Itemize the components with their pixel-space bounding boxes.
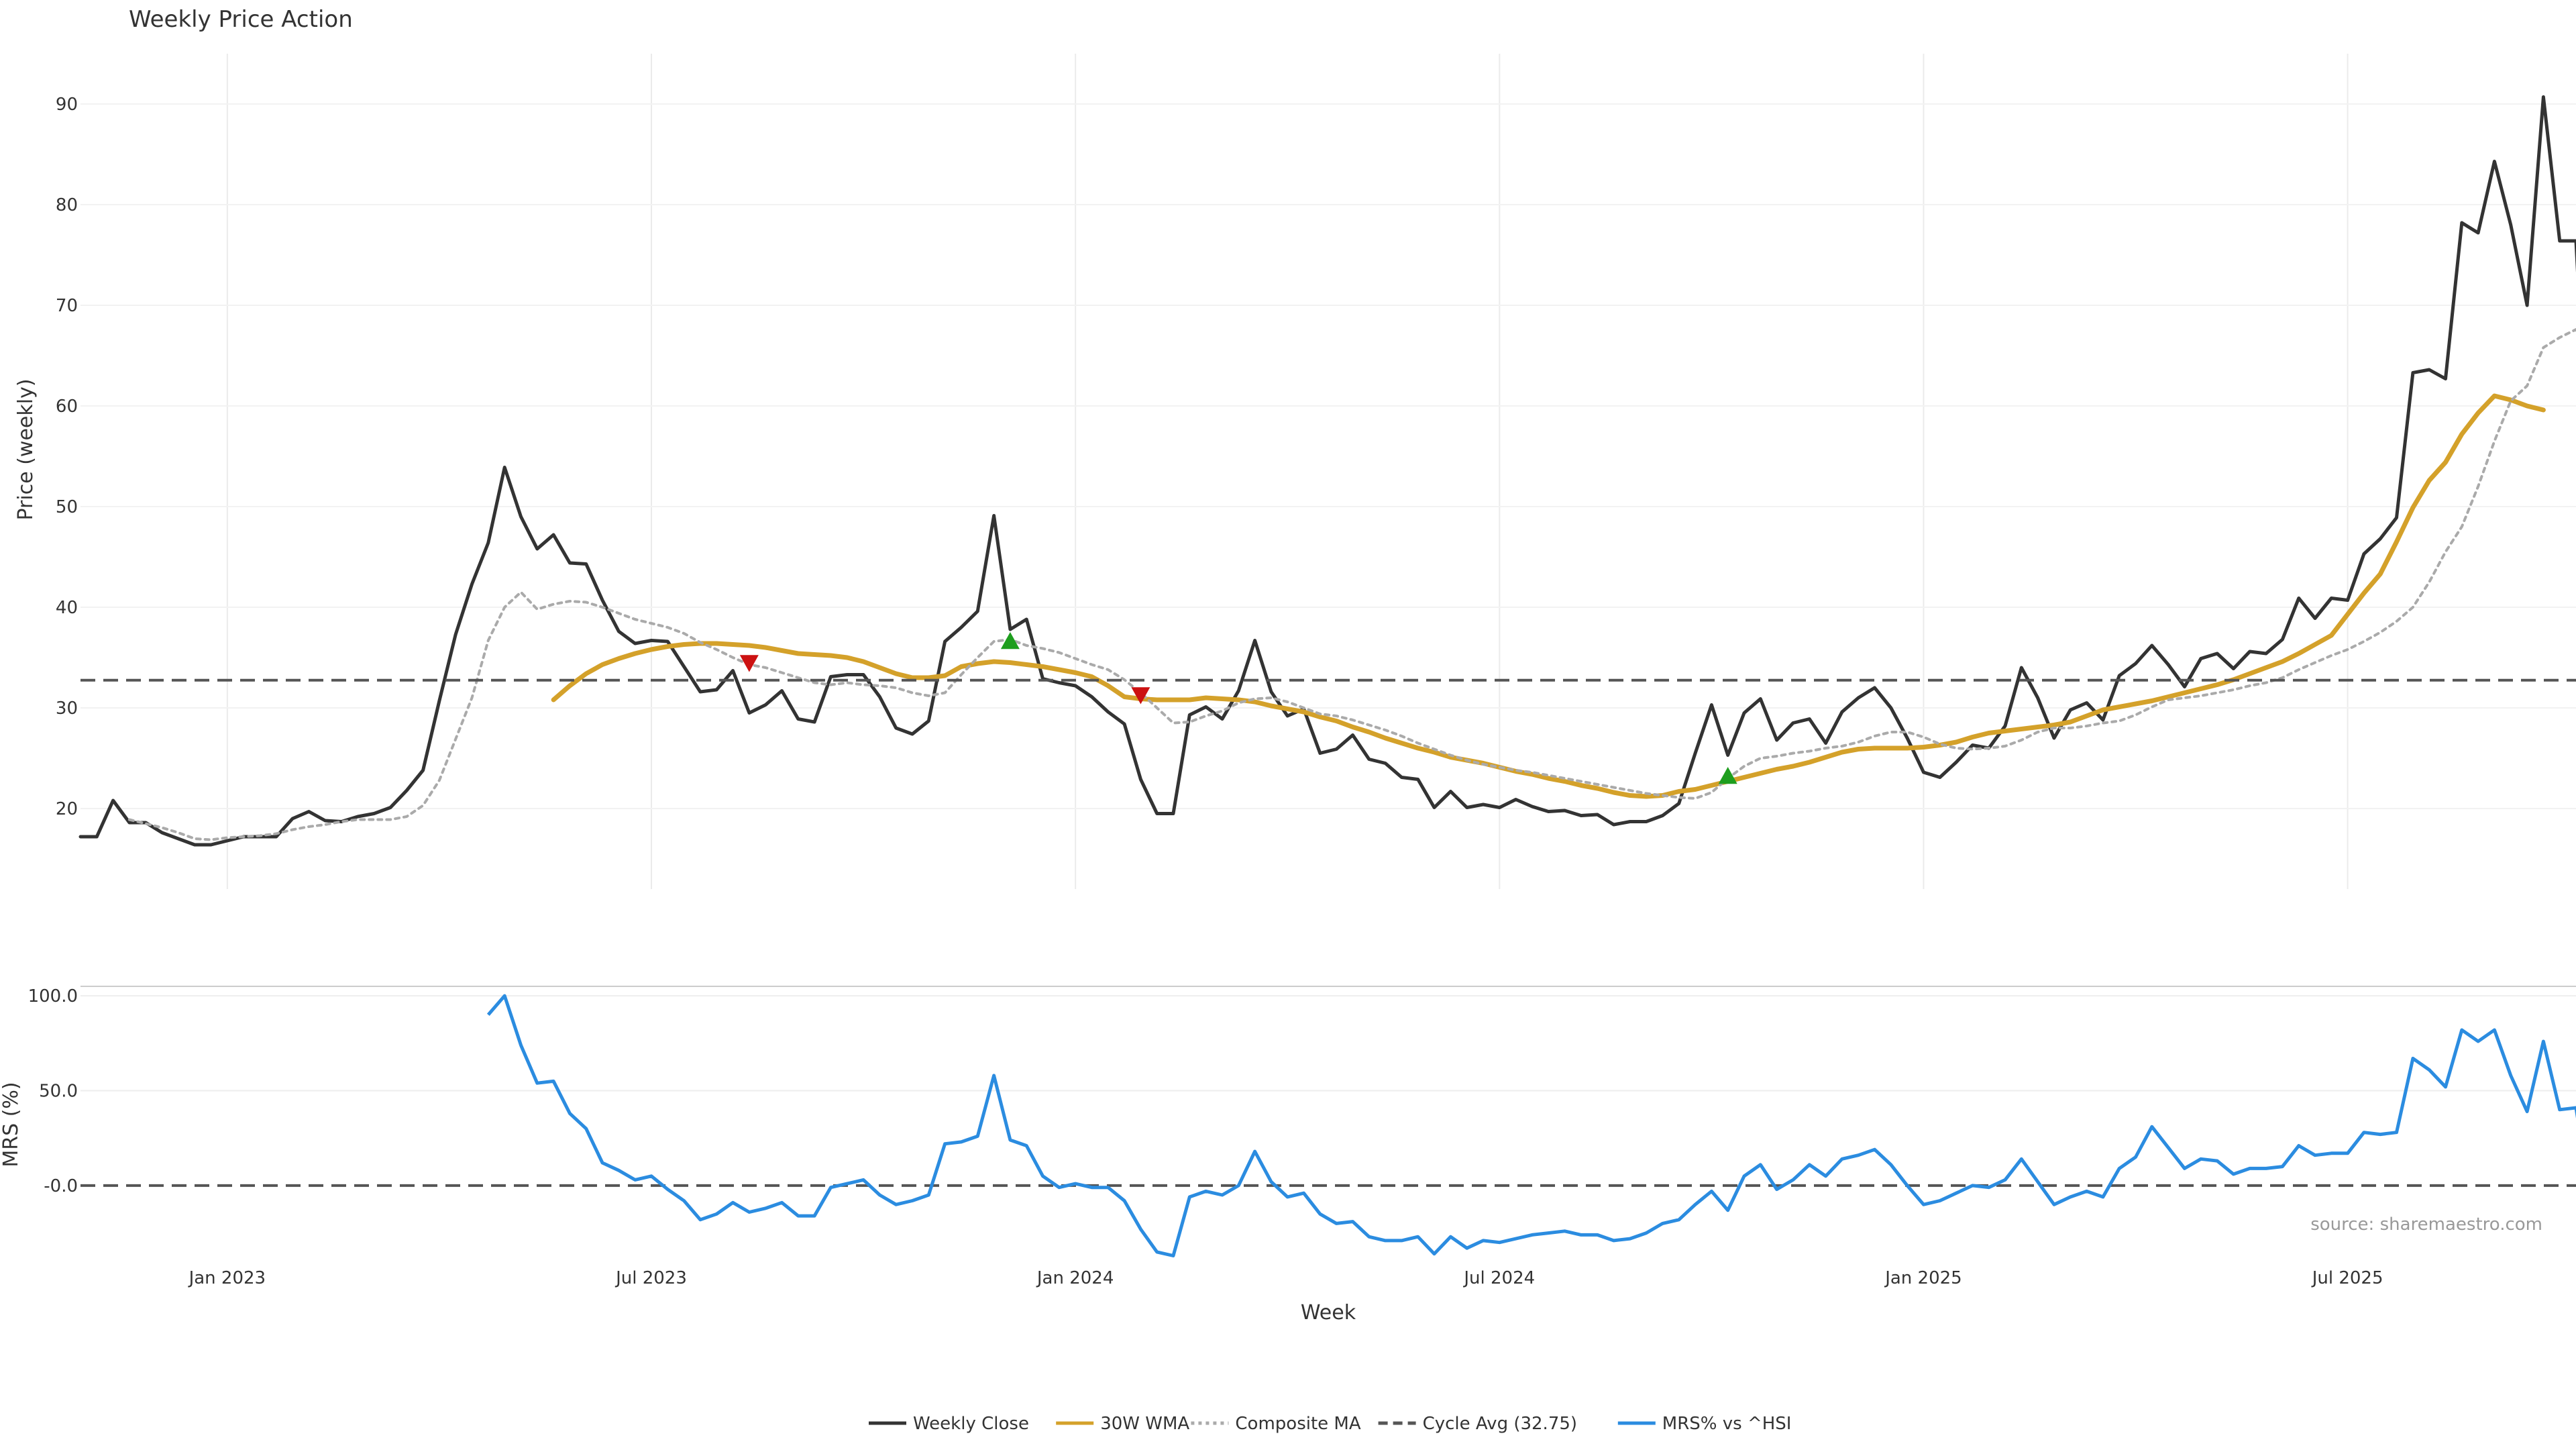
x-tick-label: Jul 2025 [2311, 1268, 2383, 1288]
price-y-tick-label: 40 [56, 598, 78, 618]
buy-signal-marker [1000, 632, 1020, 650]
price-y-tick-label: 20 [56, 799, 78, 819]
x-tick-label: Jan 2023 [188, 1268, 266, 1288]
legend-label: MRS% vs ^HSI [1662, 1414, 1792, 1434]
30w-wma-line [551, 393, 2546, 799]
legend-label: 30W WMA [1100, 1414, 1189, 1434]
price-y-tick-label: 50 [56, 497, 78, 517]
mrs-y-axis-label: MRS (%) [0, 1082, 23, 1167]
legend-label: Cycle Avg (32.75) [1423, 1414, 1577, 1434]
weekly-close-line [78, 95, 2576, 847]
sell-signal-marker [739, 655, 759, 672]
source-annotation: source: sharemaestro.com [2310, 1214, 2542, 1235]
price-panel [78, 95, 2576, 847]
x-tick-label: Jul 2023 [614, 1268, 687, 1288]
price-y-tick-label: 80 [56, 195, 78, 215]
price-y-tick-label: 60 [56, 397, 78, 417]
price-y-tick-label: 70 [56, 296, 78, 316]
legend-label: Composite MA [1235, 1414, 1360, 1434]
composite-ma-line [127, 328, 2576, 841]
mrs-y-tick-label: 50.0 [39, 1082, 78, 1102]
mrs-panel [80, 994, 2576, 1257]
price-y-tick-label: 90 [56, 95, 78, 115]
mrs-y-tick-label: -0.0 [44, 1176, 78, 1196]
buy-signal-marker [1718, 767, 1737, 784]
chart-title: Weekly Price Action [129, 6, 353, 33]
mrs-y-tick-label: 100.0 [28, 986, 78, 1006]
x-axis-label: Week [1301, 1301, 1356, 1325]
mrs-line [486, 994, 2576, 1257]
grid-layer [80, 54, 2576, 1092]
x-tick-label: Jul 2024 [1462, 1268, 1535, 1288]
axis-layer: Price (weekly) MRS (%) Week source: shar… [0, 95, 2542, 1325]
x-tick-label: Jan 2025 [1884, 1268, 1962, 1288]
price-y-axis-label: Price (weekly) [14, 378, 38, 520]
legend: Weekly Close 30W WMA Composite MA Cycle Avg… [869, 1414, 1791, 1434]
price-y-tick-label: 30 [56, 698, 78, 719]
legend-label: Weekly Close [913, 1414, 1029, 1434]
sell-signal-marker [1131, 687, 1150, 705]
x-tick-label: Jan 2024 [1036, 1268, 1114, 1288]
